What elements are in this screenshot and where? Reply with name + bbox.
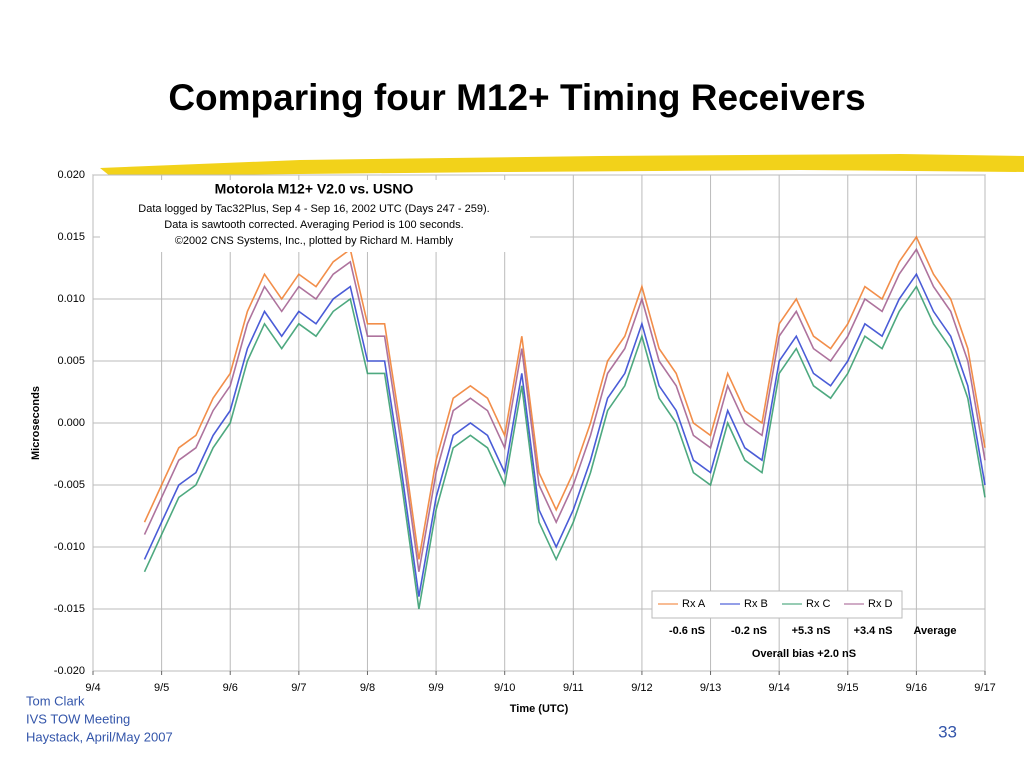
- x-axis-label: Time (UTC): [510, 703, 569, 715]
- title-underline: [100, 154, 1024, 176]
- title-box: [100, 180, 530, 252]
- x-tick-label: 9/4: [85, 682, 100, 694]
- footer-line: IVS TOW Meeting: [26, 711, 130, 726]
- y-tick-label: -0.020: [54, 665, 85, 677]
- chart-subtitle: ©2002 CNS Systems, Inc., plotted by Rich…: [175, 235, 454, 247]
- data-line: [143, 235, 986, 560]
- x-tick-label: 9/12: [631, 682, 652, 694]
- data-line: [143, 247, 986, 572]
- footer-line: Haystack, April/May 2007: [26, 729, 173, 744]
- x-tick-label: 9/10: [494, 682, 515, 694]
- legend-label: Rx A: [682, 598, 706, 610]
- y-tick-label: -0.010: [54, 541, 85, 553]
- chart-title: Motorola M12+ V2.0 vs. USNO: [215, 181, 414, 197]
- x-tick-label: 9/8: [360, 682, 375, 694]
- data-line: [143, 284, 986, 610]
- x-tick-label: 9/5: [154, 682, 169, 694]
- x-tick-label: 9/17: [974, 682, 995, 694]
- plot: -0.020 -0.015 -0.010 -0.005 0.000 0.005 0.010 0…: [30, 169, 996, 715]
- x-tick-label: 9/16: [906, 682, 927, 694]
- chart-subtitle: Data is sawtooth corrected. Averaging Pe…: [164, 219, 463, 231]
- x-tick-label: 9/14: [768, 682, 789, 694]
- chart-subtitle: Data logged by Tac32Plus, Sep 4 - Sep 16…: [138, 203, 489, 215]
- x-tick-label: 9/6: [223, 682, 238, 694]
- legend-label: Rx B: [744, 598, 768, 610]
- y-axis-label: Microseconds: [30, 386, 42, 460]
- x-tick-label: 9/11: [563, 682, 584, 694]
- y-tick-label: 0.000: [57, 417, 85, 429]
- bias-label: +5.3 nS: [792, 625, 831, 637]
- bias-label: +3.4 nS: [854, 625, 893, 637]
- y-tick-label: 0.015: [57, 231, 85, 243]
- x-tick-label: 9/7: [291, 682, 306, 694]
- page-number: 33: [938, 722, 957, 741]
- bias-label: -0.6 nS: [669, 625, 705, 637]
- x-tick-label: 9/9: [428, 682, 443, 694]
- overall-bias: Overall bias +2.0 nS: [752, 648, 856, 660]
- y-tick-label: 0.020: [57, 169, 85, 181]
- y-tick-label: -0.005: [54, 479, 85, 491]
- x-tick-label: 9/13: [700, 682, 721, 694]
- slide-title: Comparing four M12+ Timing Receivers: [168, 77, 865, 118]
- y-tick-label: -0.015: [54, 603, 85, 615]
- data-line: [143, 272, 986, 597]
- legend-label: Rx D: [868, 598, 893, 610]
- legend-label: Rx C: [806, 598, 831, 610]
- x-tick-label: 9/15: [837, 682, 858, 694]
- bias-label: -0.2 nS: [731, 625, 767, 637]
- y-tick-label: 0.005: [57, 355, 85, 367]
- footer-line: Tom Clark: [26, 693, 85, 708]
- average-label: Average: [913, 625, 956, 637]
- y-tick-label: 0.010: [57, 293, 85, 305]
